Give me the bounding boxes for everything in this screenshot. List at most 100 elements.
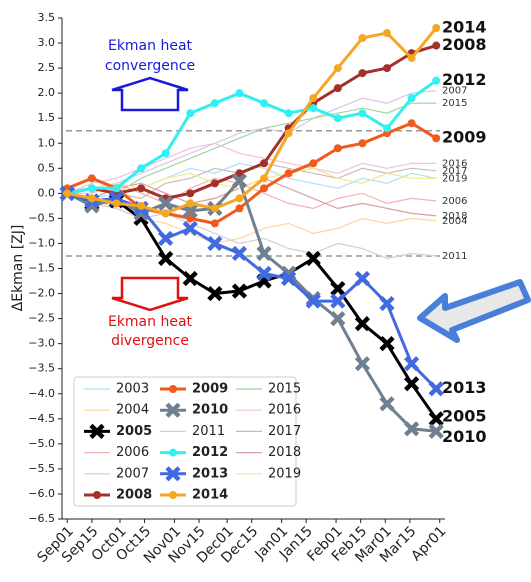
point <box>210 99 219 108</box>
point <box>158 250 174 267</box>
point <box>207 235 223 252</box>
legend-marker <box>169 385 177 393</box>
legend-label: 2017 <box>268 424 301 439</box>
point <box>284 109 293 118</box>
series-line <box>67 142 437 194</box>
point <box>137 184 146 193</box>
legend-label: 2007 <box>116 466 149 481</box>
series-line <box>67 44 437 200</box>
point <box>182 203 198 219</box>
point <box>210 179 219 188</box>
annotation: Ekman heat <box>108 38 193 54</box>
point <box>186 189 195 198</box>
series-line <box>66 191 438 420</box>
point <box>231 283 248 299</box>
point <box>383 124 392 133</box>
series-line <box>66 121 437 225</box>
point <box>63 189 72 198</box>
y-tick-label: 0.0 <box>38 186 56 199</box>
point <box>158 195 174 211</box>
point <box>330 280 346 297</box>
legend-label: 2009 <box>192 382 228 397</box>
point <box>379 295 395 312</box>
point <box>333 84 342 93</box>
point <box>383 29 392 38</box>
end-label: 2013 <box>442 378 487 397</box>
x-tick-label: Apr01 <box>408 523 449 564</box>
end-label: 2011 <box>442 251 467 262</box>
point <box>404 376 420 392</box>
y-tick-label: 1.5 <box>38 111 56 124</box>
point <box>354 270 371 287</box>
point <box>358 109 367 118</box>
point <box>182 220 198 237</box>
annotation: divergence <box>111 333 189 349</box>
point <box>281 270 297 287</box>
y-tick-label: −5.0 <box>28 437 55 450</box>
y-tick-label: −3.0 <box>28 337 55 350</box>
legend-label: 2008 <box>116 488 152 503</box>
y-tick-label: −6.5 <box>28 512 55 525</box>
pointer-arrow <box>417 279 531 343</box>
legend-label: 2014 <box>192 488 228 503</box>
point <box>354 316 371 332</box>
legend-marker <box>169 448 177 457</box>
point <box>260 174 269 183</box>
legend-label: 2019 <box>268 466 301 481</box>
legend-label: 2005 <box>116 424 152 439</box>
point <box>137 201 146 210</box>
y-tick-label: −4.0 <box>28 387 55 400</box>
point <box>333 144 342 153</box>
legend-marker <box>89 423 105 439</box>
legend-box <box>73 376 297 507</box>
point <box>333 64 342 73</box>
point <box>428 423 444 439</box>
end-label: 2012 <box>442 70 487 89</box>
legend-label: 2011 <box>192 424 225 439</box>
point <box>87 174 96 183</box>
point <box>235 169 244 178</box>
point <box>137 164 146 173</box>
annotation: convergence <box>105 58 195 74</box>
point <box>330 293 346 309</box>
legend-label: 2012 <box>192 445 228 460</box>
legend-label: 2010 <box>192 403 228 418</box>
point <box>235 204 244 213</box>
y-tick-label: −0.5 <box>28 211 55 224</box>
point <box>256 265 272 282</box>
y-tick-label: −4.5 <box>28 412 55 425</box>
y-tick-label: 0.5 <box>38 161 56 174</box>
point <box>428 381 444 397</box>
point <box>284 129 293 138</box>
y-tick-label: −2.0 <box>28 287 55 300</box>
legend-label: 2015 <box>268 382 301 397</box>
point <box>358 139 367 148</box>
y-tick-label: 2.0 <box>38 86 56 99</box>
point <box>161 209 170 218</box>
point <box>186 199 195 208</box>
point <box>186 109 195 118</box>
point <box>161 149 170 158</box>
point <box>309 159 318 168</box>
point <box>330 311 346 327</box>
point <box>112 184 121 193</box>
end-label: 2004 <box>442 216 467 227</box>
point <box>358 34 367 43</box>
series-line <box>67 79 438 195</box>
point <box>358 69 367 78</box>
point <box>432 134 441 143</box>
point <box>379 396 395 412</box>
series-line <box>66 27 438 215</box>
point <box>158 230 174 247</box>
divergence-arrow <box>111 276 189 312</box>
legend-label: 2003 <box>116 382 149 397</box>
point <box>186 214 195 223</box>
point <box>87 184 96 193</box>
end-label: 2017 <box>442 166 467 177</box>
legend-marker <box>165 466 181 482</box>
point <box>407 94 416 103</box>
point <box>354 356 371 372</box>
point <box>432 41 441 50</box>
legend-marker <box>165 402 181 418</box>
end-label: 2006 <box>442 196 467 207</box>
